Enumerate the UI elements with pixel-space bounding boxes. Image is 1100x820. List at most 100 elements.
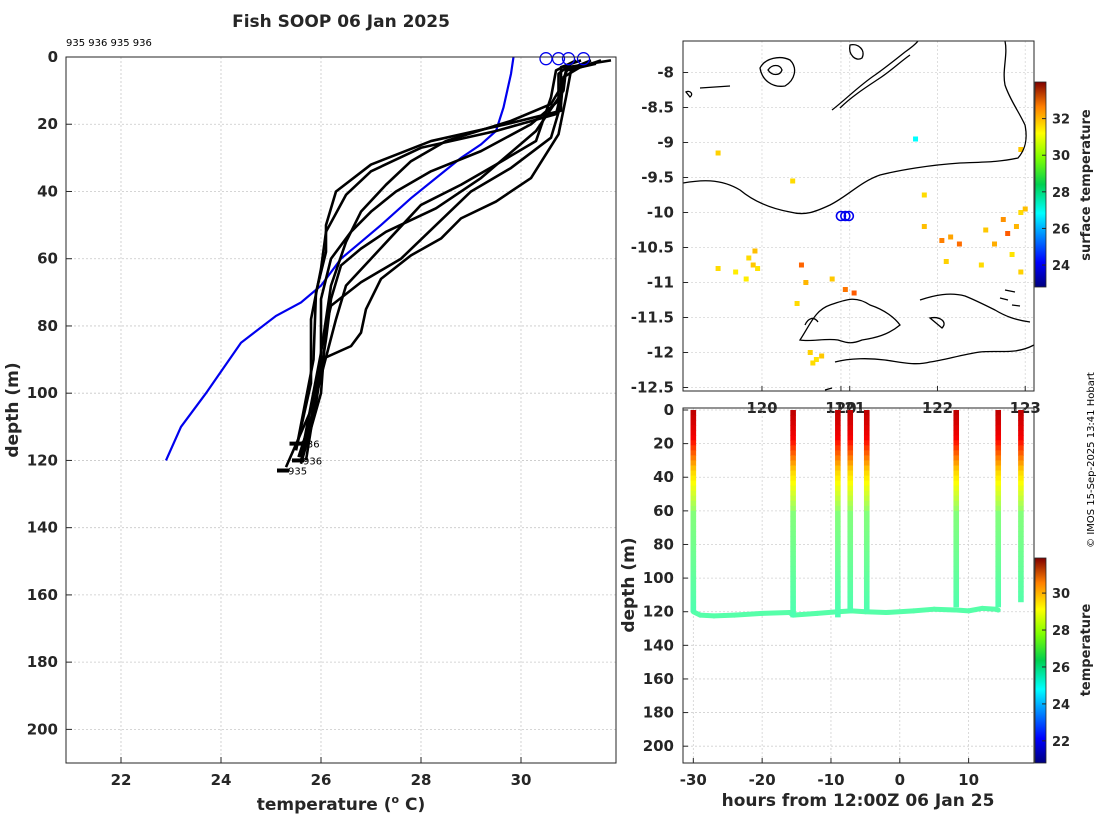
cast-sample: [953, 586, 960, 593]
profile-end-marker: [292, 458, 304, 463]
cast-sample: [790, 571, 796, 578]
cast-sample: [863, 536, 870, 542]
cast-sample: [995, 495, 1002, 502]
cast-sample: [835, 596, 841, 603]
cast-sample: [847, 435, 854, 441]
cast-sample: [863, 490, 870, 497]
cast-sample: [953, 520, 960, 527]
cast-sample: [953, 450, 960, 456]
cast-sample: [690, 571, 697, 578]
cast-sample: [995, 525, 1002, 532]
cast-sample: [1018, 450, 1024, 456]
sst-pixel: [819, 353, 825, 359]
cast-sample: [863, 571, 870, 578]
cast-sample: [847, 536, 854, 542]
bottom-track-segment: [790, 610, 820, 618]
section-y-tick-label: 20: [653, 435, 674, 453]
sst-pixel: [715, 150, 721, 156]
temperature-colorbar-tick-label: 30: [1052, 587, 1070, 602]
bottom-track-segment: [732, 610, 765, 618]
cast-column: [847, 410, 854, 613]
section-x-tick-label: 0: [895, 771, 905, 789]
section-y-tick-label: 80: [653, 535, 674, 553]
cast-sample: [953, 510, 960, 517]
sst-pixel: [794, 301, 800, 306]
cast-sample: [835, 475, 841, 482]
cast-sample: [790, 430, 796, 436]
sst-pixel: [752, 248, 758, 254]
cast-sample: [835, 556, 841, 562]
cast-sample: [1018, 510, 1024, 517]
cast-sample: [847, 460, 854, 467]
cast-sample: [790, 525, 796, 532]
cast-sample: [953, 500, 960, 507]
cast-sample: [847, 410, 854, 416]
profile-chart: Fish SOOP 06 Jan 2025 935 936 935 936 22…: [3, 12, 617, 815]
y-axis-label: depth (m): [3, 362, 23, 457]
cast-sample: [863, 480, 870, 487]
cast-sample: [847, 591, 854, 598]
cast-sample: [953, 490, 960, 497]
cast-sample: [953, 596, 960, 603]
bottom-track-segment: [883, 608, 917, 616]
cast-sample: [690, 525, 697, 532]
cast-sample: [790, 415, 796, 421]
bottom-track-segment: [931, 606, 958, 613]
cast-sample: [995, 480, 1002, 487]
cast-sample: [790, 515, 796, 522]
map-y-tick-label: -10.5: [631, 239, 674, 257]
cast-sample: [835, 455, 841, 462]
cast-sample: [863, 561, 870, 567]
map-y-tick-label: -11.5: [631, 309, 674, 327]
cast-sample: [835, 536, 841, 542]
bottom-track-segment: [759, 610, 793, 616]
sst-colorbar: [1034, 81, 1047, 288]
map-y-tick-label: -10: [647, 204, 674, 222]
cast-sample: [790, 485, 796, 492]
cast-sample: [995, 571, 1002, 578]
cast-sample: [863, 520, 870, 527]
probe-ids-note: 935 936 935 936: [66, 38, 152, 49]
cast-sample: [995, 536, 1002, 542]
cast-sample: [835, 551, 841, 557]
sst-pixel: [939, 238, 945, 243]
cast-sample: [953, 581, 960, 588]
cast-sample: [953, 445, 960, 451]
cast-sample: [690, 420, 697, 426]
cast-sample: [847, 480, 854, 487]
map-y-tick-label: -12: [647, 344, 674, 362]
cast-sample: [690, 470, 697, 477]
cast-sample: [1018, 591, 1024, 598]
cast-column: [790, 410, 796, 618]
sst-colorbar-tick-label: 28: [1052, 186, 1070, 201]
cast-sample: [790, 531, 796, 537]
cast-sample: [1018, 495, 1024, 502]
cast-sample: [835, 415, 841, 421]
cast-sample: [835, 586, 841, 593]
sst-pixel: [798, 262, 804, 268]
cast-sample: [953, 561, 960, 567]
cast-sample: [863, 440, 870, 446]
cast-sample: [995, 505, 1002, 512]
cast-sample: [1018, 505, 1024, 512]
sst-pixel: [790, 178, 796, 184]
cast-sample: [995, 475, 1002, 482]
cast-sample: [835, 445, 841, 451]
cast-sample: [1018, 470, 1024, 477]
sst-pixel: [750, 262, 756, 268]
sst-pixel: [1018, 269, 1024, 275]
probe-id-label: 935: [288, 467, 307, 478]
cast-sample: [690, 445, 697, 451]
cast-sample: [690, 591, 697, 598]
cast-sample: [953, 556, 960, 562]
cast-sample: [863, 601, 870, 608]
cast-sample: [863, 475, 870, 482]
profile-line: [304, 62, 572, 461]
sst-pixel: [851, 290, 857, 296]
ship-position-marker: [840, 210, 851, 222]
cast-sample: [995, 601, 1002, 608]
cast-sample: [790, 561, 796, 567]
cast-sample: [863, 435, 870, 441]
